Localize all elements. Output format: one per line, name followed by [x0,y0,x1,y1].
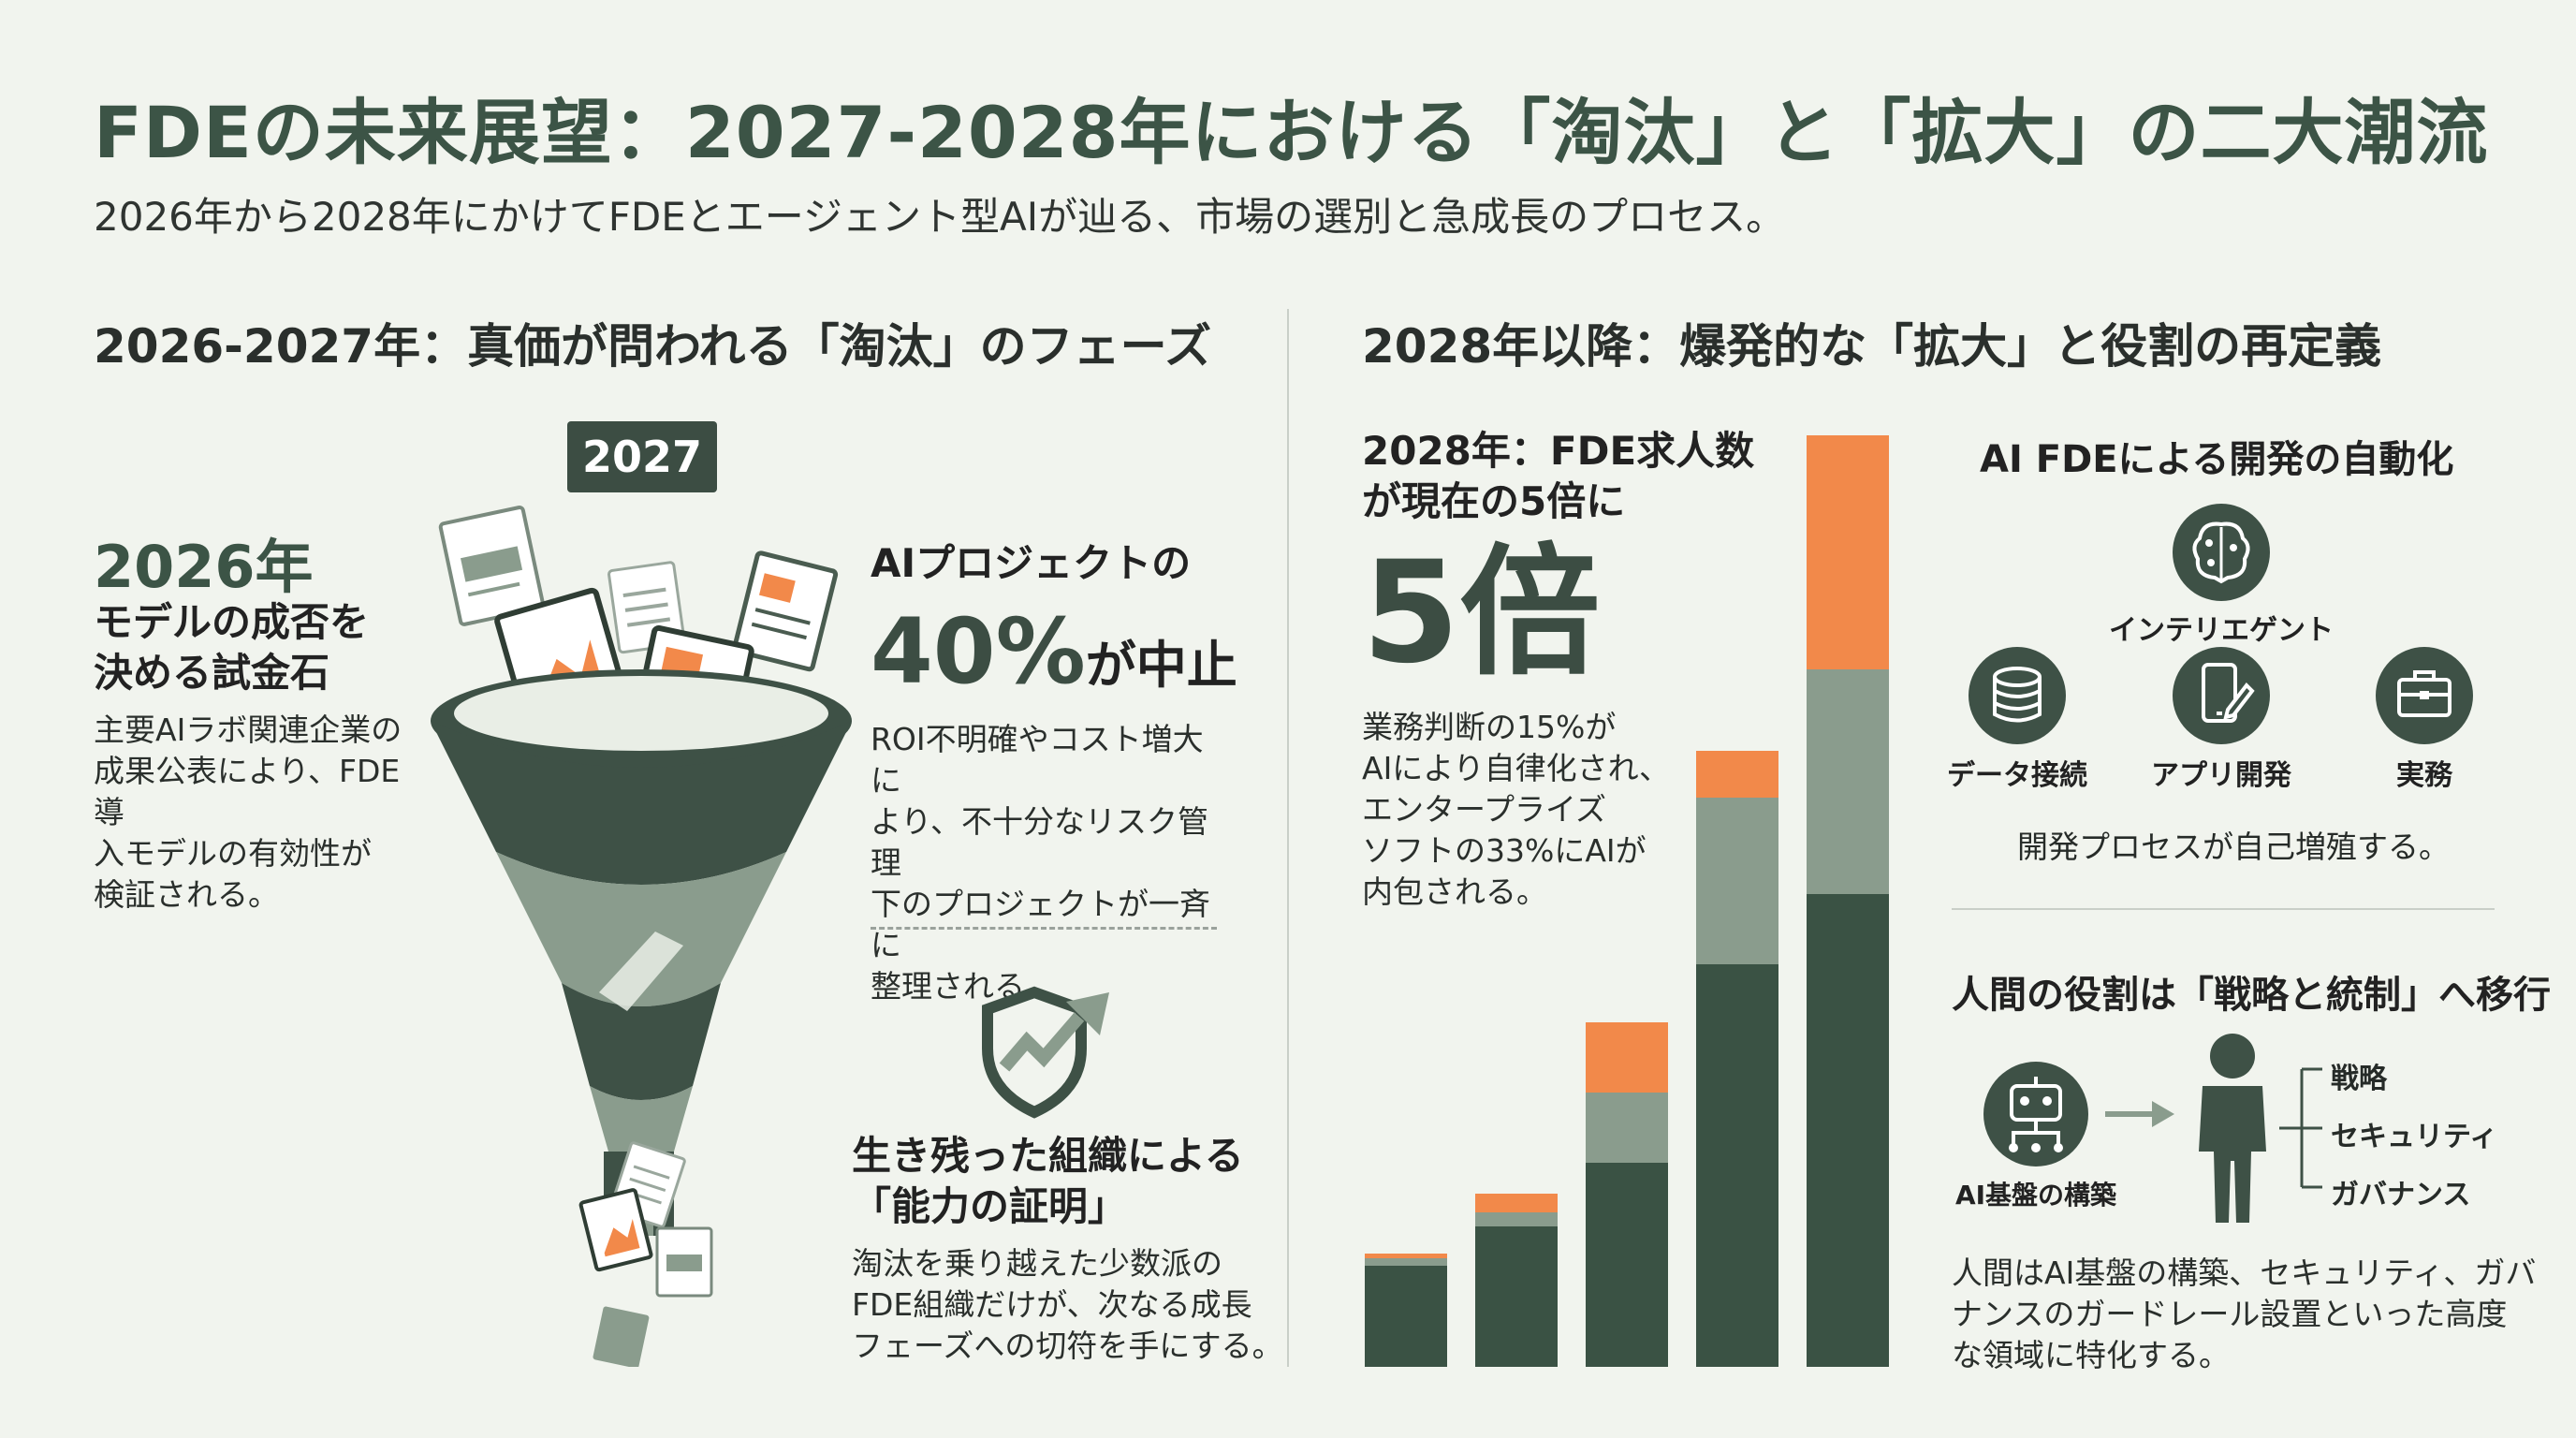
left-section-heading: 2026-2027年：真価が問われる「淘汰」のフェーズ [94,319,1212,374]
funnel-illustration [431,506,852,1367]
bar-3-segment-2 [1586,1093,1668,1163]
human-role-title: 人間の役割は「戦略と統制」へ移行 [1952,974,2551,1017]
bar-1-segment-2 [1365,1258,1447,1266]
automation-caption: 開発プロセスが自己増殖する。 [2017,829,2450,865]
right-section-heading: 2028年以降：爆発的な「拡大」と役割の再定義 [1362,319,2382,374]
bar-2-segment-1 [1475,1226,1558,1367]
year-2026-body: 主要AIラボ関連企業の 成果公表により、FDE導 入モデルの有効性が 検証される… [94,712,402,913]
bar-1-segment-3 [1365,1254,1447,1258]
year-badge: 2027 [567,421,717,492]
person-icon [2199,1034,2266,1223]
automation-title: AI FDEによる開発の自動化 [1980,438,2454,481]
practical-work-label: 実務 [2396,759,2452,792]
role-security: セキュリティ [2331,1121,2498,1153]
jobs-title: 2028年：FDE求人数 が現在の5倍に [1362,428,1755,524]
bar-3-segment-3 [1586,1022,1668,1093]
bar-2-segment-2 [1475,1212,1558,1226]
page-subtitle: 2026年から2028年にかけてFDEとエージェント型AIが辿る、市場の選別と急… [94,194,1786,240]
cancel-body: ROI不明確やコスト増大に より、不十分なリスク管理 下のプロジェクトが一斉に … [871,721,1210,1005]
role-strategy: 戦略 [2331,1063,2387,1095]
page-title: FDEの未来展望：2027-2028年における「淘汰」と「拡大」の二大潮流 [94,91,2489,174]
section-divider-horizontal [1952,908,2495,910]
role-governance: ガバナンス [2331,1179,2471,1211]
bar-2-segment-3 [1475,1194,1558,1212]
bar-5-segment-3 [1807,435,1889,669]
ai-robot-icon [1983,1062,2088,1167]
bar-5-segment-2 [1807,669,1889,894]
bar-4-segment-1 [1696,964,1778,1367]
bar-1-segment-1 [1365,1266,1447,1367]
human-role-body: 人間はAI基盤の構築、セキュリティ、ガバ ナンスのガードレール設置といった高度 … [1952,1255,2537,1373]
human-roles-list: 戦略 セキュリティ ガバナンス [2331,1050,2497,1225]
jobs-body: 業務判断の15%が AIにより自律化され、 エンタープライズ ソフトの33%にA… [1362,709,1670,910]
shield-growth-icon [982,986,1109,1119]
cancel-title: AIプロジェクトの [871,540,1192,586]
document-icon [732,550,839,672]
database-icon [1969,647,2066,744]
bar-5-segment-1 [1807,894,1889,1367]
brain-icon [2173,504,2270,601]
ai-infra-label: AI基盤の構築 [1954,1180,2117,1211]
year-2026-title: モデルの成否を 決める試金石 [94,599,370,696]
data-connection-label: データ接続 [1947,759,2087,792]
cancel-stat: 40%が中止 [871,599,1237,704]
intelligent-label: インテリエゲント [2109,614,2334,647]
jobs-multiplier: 5倍 [1362,532,1601,695]
arrow-right-icon [2105,1101,2174,1127]
briefcase-icon [2376,647,2473,744]
document-icon [438,506,546,626]
document-icon [655,1226,713,1298]
mobile-app-icon [2173,647,2270,744]
growth-bar-chart [1365,435,1889,1367]
role-bracket [2279,1067,2322,1189]
bar-4-segment-3 [1696,751,1778,798]
section-divider [1287,309,1289,1367]
document-icon [593,1306,650,1367]
dashed-divider [871,927,1217,930]
survivors-title: 生き残った組織による 「能力の証明」 [852,1133,1244,1229]
bar-3-segment-1 [1586,1163,1668,1367]
survivors-body: 淘汰を乗り越えた少数派の FDE組織だけが、次なる成長 フェーズへの切符を手にす… [852,1245,1283,1364]
app-dev-label: アプリ開発 [2151,759,2291,792]
year-2026-label: 2026年 [94,533,314,601]
bar-4-segment-2 [1696,798,1778,964]
document-icon [578,1188,653,1272]
